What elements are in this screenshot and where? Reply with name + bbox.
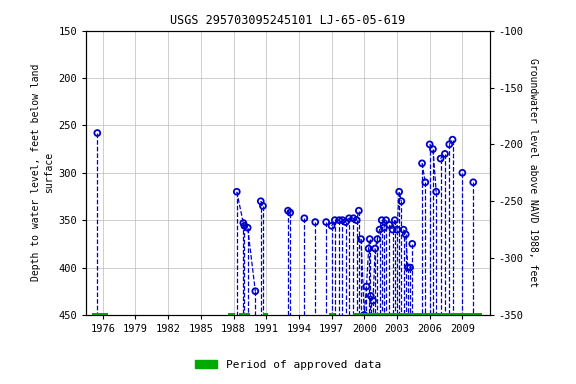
Point — [397, 198, 406, 204]
Point — [354, 208, 363, 214]
Y-axis label: Groundwater level above NAVD 1988, feet: Groundwater level above NAVD 1988, feet — [528, 58, 538, 287]
Point — [370, 245, 380, 252]
Point — [445, 141, 454, 147]
Point — [365, 236, 374, 242]
Point — [436, 156, 445, 162]
Point — [238, 220, 248, 226]
Point — [344, 215, 354, 221]
Point — [392, 227, 401, 233]
Point — [379, 225, 388, 231]
Point — [381, 217, 391, 223]
Point — [240, 223, 249, 229]
Point — [258, 203, 267, 209]
Point — [418, 160, 427, 166]
Point — [364, 245, 373, 252]
Point — [283, 208, 293, 214]
Point — [406, 265, 415, 271]
Point — [377, 217, 386, 223]
Point — [256, 198, 266, 204]
Point — [93, 130, 102, 136]
Point — [232, 189, 241, 195]
Point — [357, 236, 366, 242]
Point — [375, 227, 384, 233]
Point — [388, 227, 397, 233]
Point — [429, 146, 438, 152]
Point — [330, 217, 339, 223]
Point — [469, 179, 478, 185]
Point — [251, 288, 260, 294]
Point — [458, 170, 467, 176]
Bar — [263, 313, 268, 315]
Bar — [329, 313, 335, 315]
Bar — [228, 313, 234, 315]
Point — [327, 223, 336, 229]
Point — [359, 312, 369, 318]
Bar — [239, 313, 250, 315]
Bar — [92, 313, 108, 315]
Point — [352, 217, 361, 223]
Point — [385, 222, 394, 228]
Point — [300, 215, 309, 221]
Y-axis label: Depth to water level, feet below land
surface: Depth to water level, feet below land su… — [31, 64, 55, 281]
Point — [425, 141, 434, 147]
Point — [338, 217, 347, 223]
Point — [321, 219, 331, 225]
Point — [335, 217, 344, 223]
Point — [366, 293, 376, 299]
Point — [369, 298, 378, 304]
Point — [448, 137, 457, 143]
Point — [341, 219, 350, 225]
Point — [310, 219, 320, 225]
Point — [286, 210, 295, 216]
Point — [390, 217, 399, 223]
Point — [373, 236, 382, 242]
Bar — [354, 313, 482, 315]
Point — [401, 231, 410, 237]
Title: USGS 295703095245101 LJ-65-05-619: USGS 295703095245101 LJ-65-05-619 — [170, 14, 406, 27]
Point — [399, 227, 408, 233]
Point — [362, 283, 371, 290]
Point — [243, 225, 252, 231]
Point — [440, 151, 449, 157]
Legend: Period of approved data: Period of approved data — [191, 356, 385, 375]
Point — [403, 265, 412, 271]
Point — [395, 189, 404, 195]
Point — [349, 215, 358, 221]
Point — [408, 241, 417, 247]
Point — [431, 189, 441, 195]
Point — [420, 179, 430, 185]
